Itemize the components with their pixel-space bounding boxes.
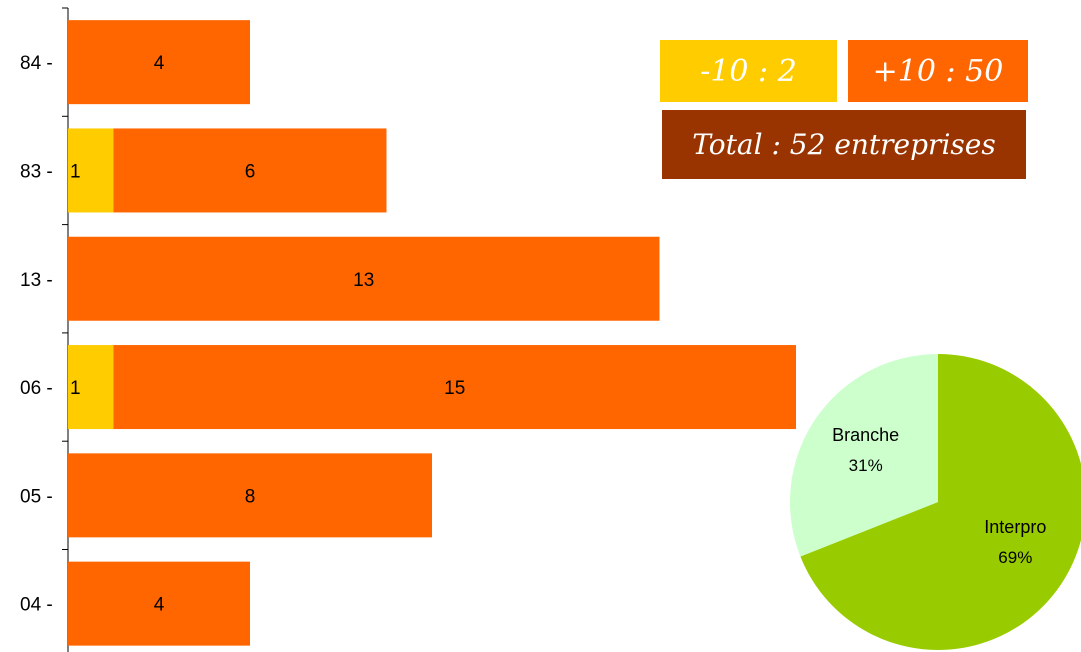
pie-slice-label: Interpro — [984, 517, 1046, 537]
pie-slice-label: Branche — [832, 425, 899, 445]
legend-total-companies: Total : 52 entreprises — [662, 110, 1026, 179]
category-tick-label: 04 - — [20, 595, 53, 616]
bar-data-label: 1 — [70, 378, 81, 399]
bar-segment-large — [68, 236, 660, 321]
bar-data-label: 4 — [154, 53, 165, 74]
category-tick-label: 84 - — [20, 53, 53, 74]
bar-data-label: 15 — [444, 378, 465, 399]
bar-data-label: 1 — [70, 161, 81, 182]
bar-data-label: 13 — [353, 270, 374, 291]
bar-segment-large — [68, 453, 432, 538]
bar-data-label: 6 — [245, 161, 256, 182]
legend-small-companies: -10 : 2 — [660, 40, 837, 102]
category-tick-label: 13 - — [20, 270, 53, 291]
category-tick-label: 05 - — [20, 486, 53, 507]
category-tick-label: 83 - — [20, 161, 53, 182]
pie-slice-interpro — [800, 354, 1081, 650]
bar-data-label: 8 — [245, 486, 256, 507]
bar-data-label: 4 — [154, 595, 165, 616]
legend-large-companies: +10 : 50 — [848, 40, 1028, 102]
pie-slice-branche — [790, 354, 938, 557]
bar-segment-large — [68, 561, 250, 646]
bar-segment-large — [68, 20, 250, 105]
bar-segment-large — [113, 345, 796, 430]
bar-segment-small — [68, 128, 114, 213]
category-tick-label: 06 - — [20, 378, 53, 399]
pie-chart: Interpro 69% Branche 31% — [790, 354, 1081, 650]
bar-segment-small — [68, 345, 114, 430]
bar-segment-large — [113, 128, 387, 213]
pie-slice-percent: 69% — [998, 548, 1032, 567]
pie-slice-percent: 31% — [849, 456, 883, 475]
